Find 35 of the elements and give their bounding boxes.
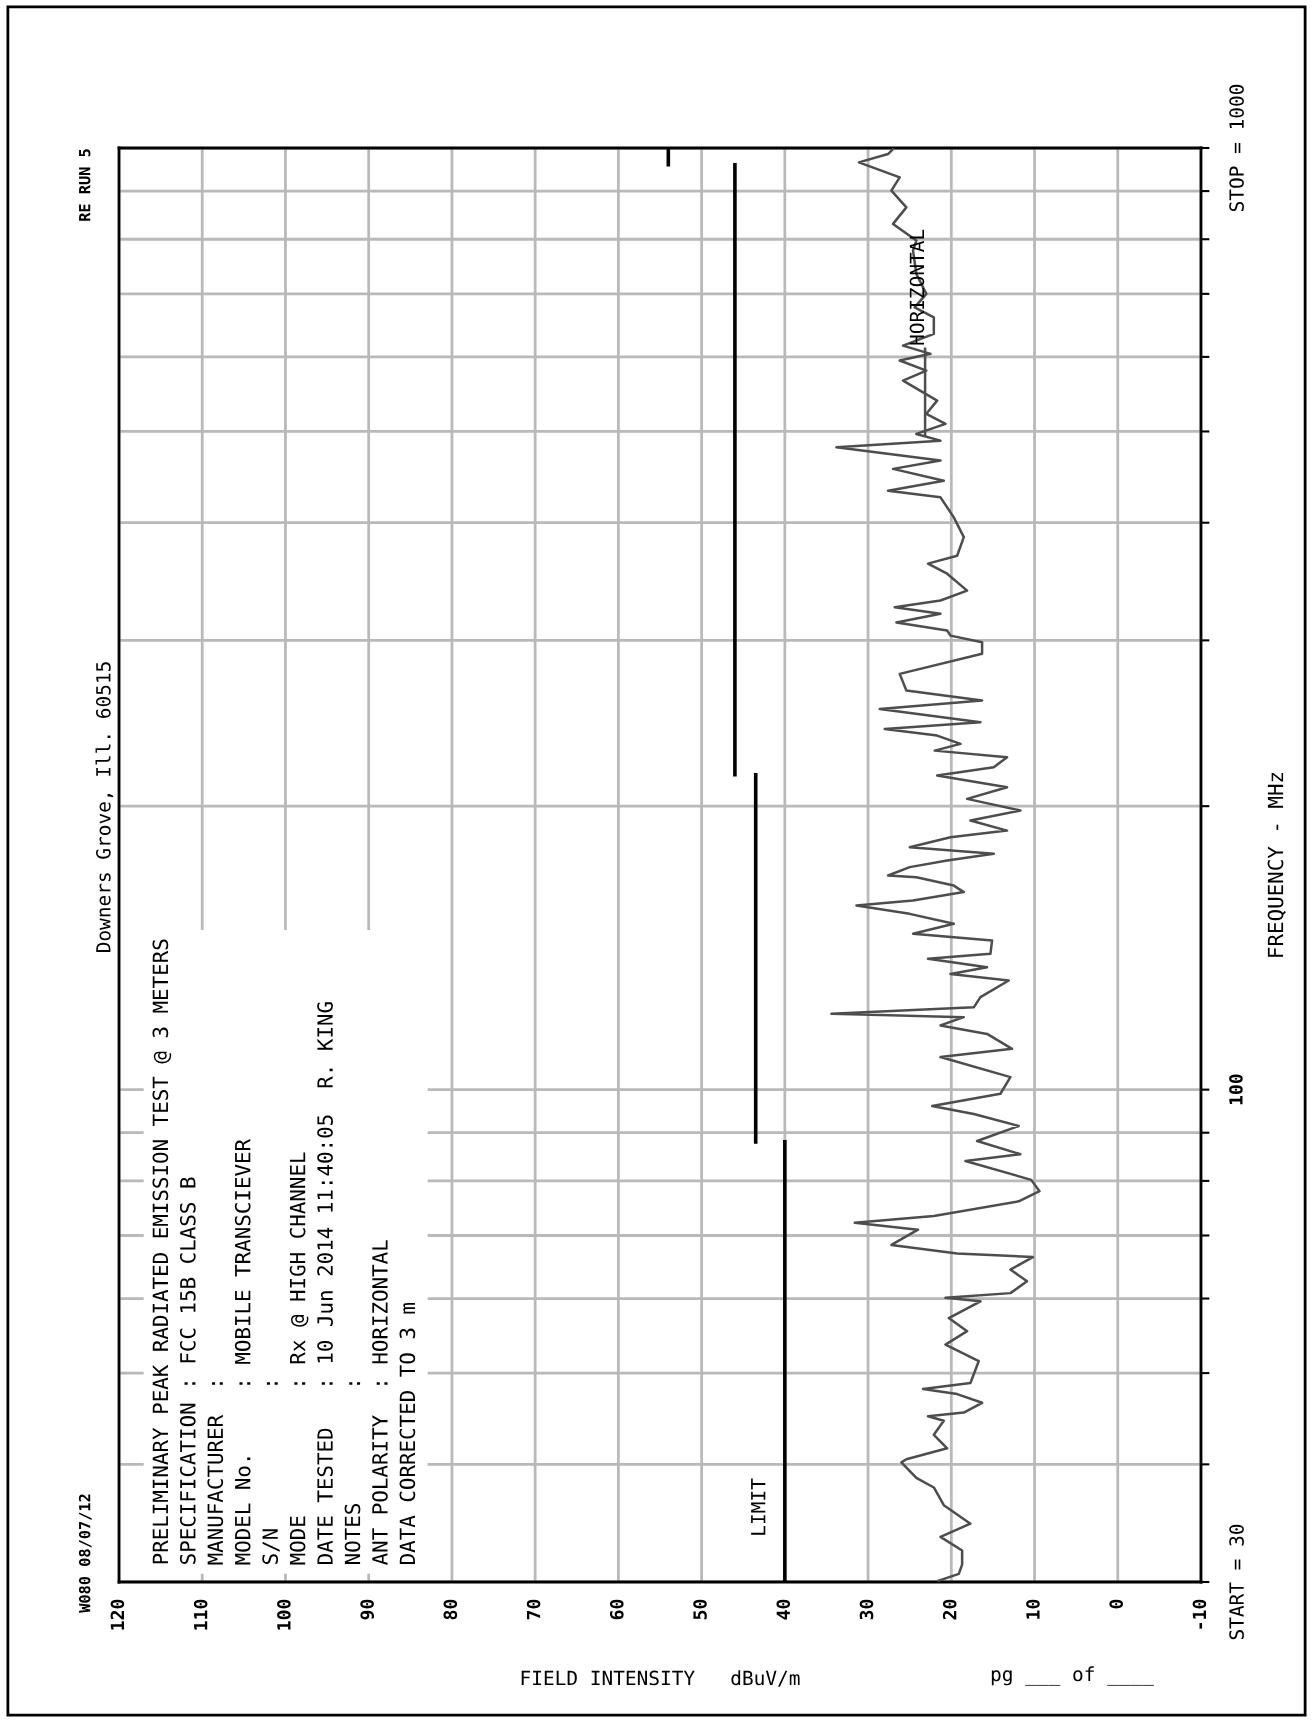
y-tick-label: STOP = 1000 [1229,84,1244,212]
x-tick-label: 60 [609,1599,624,1620]
x-tick-label: 20 [942,1599,957,1620]
x-axis-title: FIELD INTENSITY dBuV/m [521,1670,800,1687]
x-tick-label: -10 [1192,1599,1207,1629]
annotation: MODEL No. : MOBILE TRANSCIEVER [234,1138,251,1565]
x-tick-label: 30 [859,1599,874,1620]
x-tick-label: 40 [776,1599,791,1620]
annotation: SPECIFICATION : FCC 15B CLASS B [179,1177,196,1564]
y-tick-label: START = 30 [1229,1524,1244,1640]
y-tick-label: 100 [1229,1074,1243,1105]
y-axis-title: FREQUENCY - MHz [1267,772,1286,957]
annotation: NOTES : [344,1382,361,1564]
x-tick-label: 120 [110,1599,125,1630]
text: W080 08/07/12 [78,1494,92,1613]
text: RE RUN 5 [79,149,91,221]
x-tick-label: 80 [443,1599,458,1620]
x-tick-label: 90 [360,1599,375,1620]
text: HORIZONTAL [909,229,925,345]
x-tick-label: 10 [1026,1599,1040,1619]
annotation: MANUFACTURER : [207,1382,224,1565]
x-tick-label: 0 [1109,1599,1124,1609]
x-tick-label: 110 [193,1599,208,1630]
x-tick-label: 50 [693,1599,707,1620]
annotation: ANT POLARITY : HORIZONTAL [372,1240,388,1565]
text: Downers Grove, Ill. 60515 [95,662,114,953]
annotation: DATA CORRECTED TO 3 m [399,1302,416,1564]
annotation: MODE : Rx @ HIGH CHANNEL [289,1152,309,1565]
x-tick-label: 70 [526,1599,541,1620]
annotation: DATE TESTED : 10 Jun 2014 11:40:05 R. KING [317,1002,333,1564]
text: pg ___ of ____ [991,1666,1154,1686]
annotation: S/N : [262,1382,280,1564]
x-tick-label: 100 [277,1599,291,1630]
annotation: PRELIMINARY PEAK RADIATED EMISSION TEST @ 3 METERS [152,939,172,1564]
text: LIMIT [751,1478,766,1535]
